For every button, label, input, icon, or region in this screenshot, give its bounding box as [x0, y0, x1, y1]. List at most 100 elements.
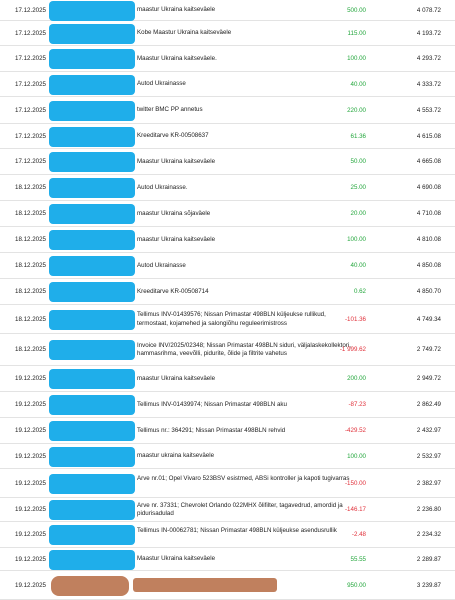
transaction-amount: 100.00 — [347, 55, 366, 62]
transaction-row: 18.12.2025 Invoice INV/2025/02348; Nissan… — [0, 334, 455, 366]
transaction-row: 17.12.2025 Maastur Ukraina kaitseväele 50.… — [0, 149, 455, 175]
transaction-amount: 0.62 — [353, 288, 366, 295]
transaction-row: 18.12.2025 Tellimus INV-01439576; Nissan … — [0, 305, 455, 334]
transaction-row: 18.12.2025 Kreeditarve KR-00508714 0.62 4 8… — [0, 279, 455, 305]
transaction-row: 17.12.2025 Kobe Maastur Ukraina kaitseväe… — [0, 21, 455, 46]
redacted-counterparty — [49, 421, 135, 441]
running-balance: 2 432.97 — [416, 427, 441, 434]
transaction-amount: -146.17 — [345, 506, 366, 513]
transaction-amount: -2.48 — [351, 531, 366, 538]
redacted-counterparty — [49, 446, 135, 467]
transaction-row: 19.12.2025 Arve nr. 37331; Chevrolet Orla… — [0, 498, 455, 522]
transaction-description: Invoice INV/2025/02348; Nissan Primastar… — [137, 341, 351, 358]
redacted-counterparty — [49, 178, 135, 198]
transaction-description: Kobe Maastur Ukraina kaitseväele — [137, 29, 232, 37]
transaction-description: maastur ukraina kaitseväele — [137, 452, 215, 460]
transaction-date: 19.12.2025 — [15, 375, 46, 382]
transaction-date: 18.12.2025 — [15, 262, 46, 269]
redacted-counterparty — [49, 500, 135, 520]
transaction-amount: 500.00 — [347, 6, 366, 14]
running-balance: 4 850.08 — [416, 262, 441, 269]
transaction-amount: 950.00 — [347, 581, 366, 589]
transaction-description: maastur Ukraina kaitseväele — [137, 235, 216, 243]
running-balance: 4 078.72 — [416, 6, 441, 14]
running-balance: 4 615.08 — [416, 132, 441, 140]
redacted-counterparty — [49, 340, 135, 360]
transaction-amount: 100.00 — [347, 452, 366, 460]
running-balance: 4 690.08 — [416, 184, 441, 191]
transaction-description: Tellimus nr.: 364291; Nissan Primastar 4… — [137, 426, 286, 434]
transaction-description: Arve nr. 37331; Chevrolet Orlando 022MHX… — [137, 501, 343, 518]
transaction-row: 19.12.2025 Maastur Ukraina kaitseväele 55.… — [0, 548, 455, 571]
transaction-amount: -429.52 — [345, 427, 366, 434]
transaction-row: 19.12.2025 Arve nr.01; Opel Vivaro 523BSV… — [0, 469, 455, 498]
running-balance: 2 749.72 — [416, 346, 441, 353]
transaction-description: twitter BMC PP annetus — [137, 106, 203, 114]
transaction-amount: 200.00 — [347, 375, 366, 382]
transaction-row: 19.12.2025 Tellimus INV-01439974; Nissan … — [0, 392, 455, 418]
redacted-description — [133, 577, 277, 592]
redacted-counterparty — [49, 395, 135, 415]
transaction-description: maastur Ukraina sõjaväele — [137, 209, 211, 217]
transaction-date: 18.12.2025 — [15, 184, 46, 191]
transaction-description: Maastur Ukraina kaitseväele — [137, 555, 216, 563]
redacted-counterparty — [49, 204, 135, 224]
redacted-counterparty — [49, 49, 135, 69]
running-balance: 4 850.70 — [416, 288, 441, 295]
running-balance: 4 293.72 — [416, 55, 441, 62]
transaction-amount: -87.23 — [348, 401, 366, 408]
redacted-counterparty — [49, 100, 135, 121]
transaction-description: Autod Ukrainasse — [137, 80, 186, 88]
transaction-description: Arve nr.01; Opel Vivaro 523BSV esistmed,… — [137, 475, 350, 482]
transaction-date: 18.12.2025 — [15, 236, 46, 243]
transaction-amount: 25.00 — [350, 184, 366, 191]
transaction-description: Maastur Ukraina kaitseväele — [137, 157, 216, 165]
redacted-counterparty — [49, 230, 135, 250]
redacted-counterparty — [49, 282, 135, 302]
transaction-amount: 20.00 — [350, 210, 366, 217]
transaction-date: 19.12.2025 — [15, 555, 46, 563]
running-balance: 2 382.97 — [416, 479, 441, 487]
redacted-counterparty — [49, 126, 135, 147]
redacted-counterparty — [49, 473, 135, 494]
running-balance: 4 749.34 — [416, 315, 441, 323]
transaction-date: 19.12.2025 — [15, 427, 46, 434]
transaction-date: 17.12.2025 — [15, 80, 46, 88]
transaction-row: 18.12.2025 Autod Ukrainasse 40.00 4 850.08 — [0, 253, 455, 279]
redacted-counterparty — [49, 525, 135, 545]
transaction-date: 19.12.2025 — [15, 531, 46, 538]
running-balance: 4 665.08 — [416, 158, 441, 165]
running-balance: 4 333.72 — [416, 80, 441, 88]
running-balance: 2 289.87 — [416, 555, 441, 563]
transaction-date: 18.12.2025 — [15, 346, 46, 353]
transaction-amount: 100.00 — [347, 236, 366, 243]
transaction-amount: -101.36 — [345, 315, 366, 323]
redacted-counterparty — [51, 575, 129, 596]
transaction-description: maastur Ukraina kaitseväele — [137, 6, 216, 14]
running-balance: 2 234.32 — [416, 531, 441, 538]
transaction-description: Autod Ukrainasse — [137, 261, 186, 269]
transaction-row: 17.12.2025 Kreeditarve KR-00508637 61.36 4 … — [0, 124, 455, 149]
transaction-row: 17.12.2025 Autod Ukrainasse 40.00 4 333.72 — [0, 72, 455, 97]
transaction-row: 19.12.2025 Tellimus IN-00062781; Nissan P… — [0, 522, 455, 548]
transaction-description: Tellimus INV-01439974; Nissan Primastar … — [137, 400, 287, 408]
running-balance: 4 710.08 — [416, 210, 441, 217]
transaction-amount: 40.00 — [350, 262, 366, 269]
transaction-date: 17.12.2025 — [15, 55, 46, 62]
redacted-counterparty — [49, 152, 135, 172]
transaction-date: 17.12.2025 — [15, 132, 46, 140]
transaction-amount: -150.00 — [345, 479, 366, 487]
transaction-row: 19.12.2025 950.00 3 239.87 — [0, 571, 455, 600]
transaction-date: 18.12.2025 — [15, 315, 46, 323]
transaction-row: 19.12.2025 Tellimus nr.: 364291; Nissan P… — [0, 418, 455, 444]
redacted-counterparty — [49, 549, 135, 570]
transaction-description: Tellimus INV-01439576; Nissan Primastar … — [137, 311, 326, 327]
transaction-amount: -1 999.62 — [339, 346, 366, 353]
transaction-date: 19.12.2025 — [15, 506, 46, 513]
redacted-counterparty — [49, 0, 135, 21]
transaction-date: 17.12.2025 — [15, 106, 46, 114]
transaction-description: Maastur Ukraina kaitseväele. — [137, 54, 217, 62]
redacted-counterparty — [49, 256, 135, 276]
transaction-description: maastur Ukraina kaitseväele — [137, 374, 216, 382]
